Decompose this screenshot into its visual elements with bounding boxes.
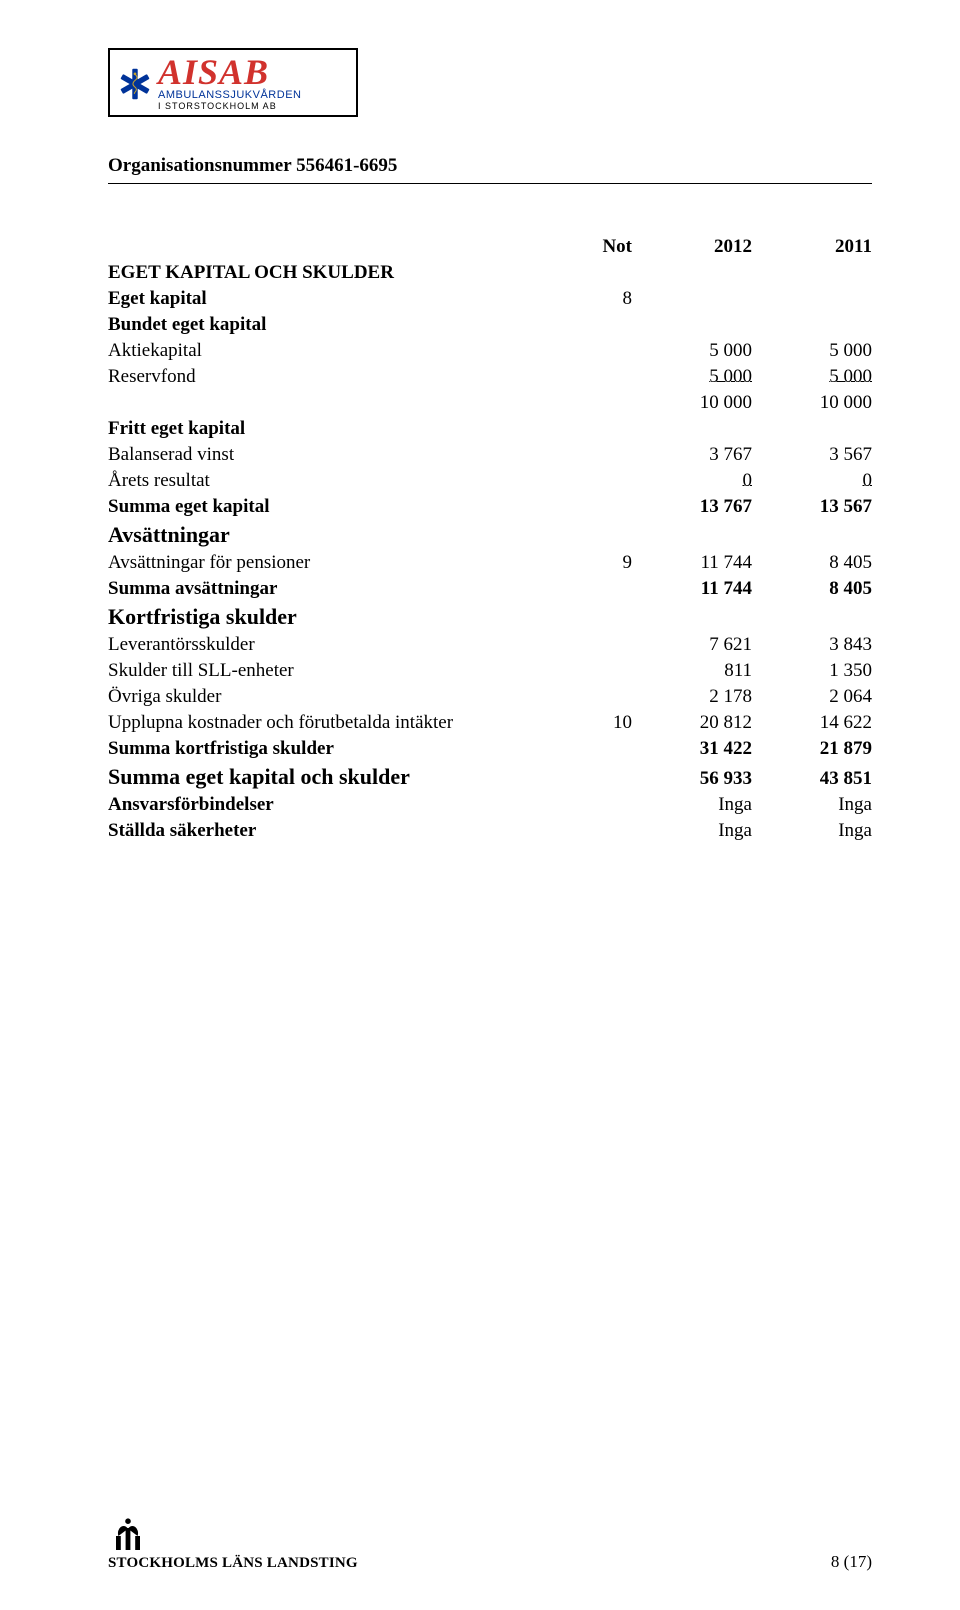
row-label: Övriga skulder [108,684,562,710]
row-y1: 13 767 [632,494,752,520]
table-row: Ansvarsförbindelser Inga Inga [108,792,872,818]
sll-logo-icon [108,1514,148,1554]
table-row: Aktiekapital 5 000 5 000 [108,338,872,364]
row-y2: Inga [752,818,872,844]
table-row: Summa avsättningar 11 744 8 405 [108,576,872,602]
row-label: Balanserad vinst [108,442,562,468]
row-y2: 21 879 [752,736,872,762]
table-row: 10 000 10 000 [108,390,872,416]
row-label: Fritt eget kapital [108,416,562,442]
table-row: Summa eget kapital 13 767 13 567 [108,494,872,520]
row-label: Eget kapital [108,286,562,312]
row-label: Avsättningar för pensioner [108,550,562,576]
table-row: Upplupna kostnader och förutbetalda intä… [108,710,872,736]
row-y1: 3 767 [632,442,752,468]
row-label: Ställda säkerheter [108,818,562,844]
row-y2: 5 000 [829,366,872,387]
table-row: Årets resultat 0 0 [108,468,872,494]
logo-main-text: AISAB [158,56,301,88]
table-row: Ställda säkerheter Inga Inga [108,818,872,844]
row-label: Aktiekapital [108,338,562,364]
table-row: Skulder till SLL-enheter 811 1 350 [108,658,872,684]
footer-text: STOCKHOLMS LÄNS LANDSTING [108,1555,358,1572]
header-rule [108,183,872,184]
table-row: Kortfristiga skulder [108,602,872,632]
row-y1: 20 812 [632,710,752,736]
row-y2: 5 000 [752,338,872,364]
row-y2: 14 622 [752,710,872,736]
row-y2: 10 000 [752,390,872,416]
row-y1: 2 178 [632,684,752,710]
logo-sub1-text: AMBULANSSJUKVÅRDEN [158,90,301,101]
row-label: Summa eget kapital och skulder [108,762,562,792]
row-y2: 43 851 [752,762,872,792]
table-row: Övriga skulder 2 178 2 064 [108,684,872,710]
row-label: Summa avsättningar [108,576,562,602]
col-year1-header: 2012 [632,234,752,260]
row-label: Ansvarsförbindelser [108,792,562,818]
row-y1: 0 [743,470,753,491]
row-label: Leverantörsskulder [108,632,562,658]
row-y2: Inga [752,792,872,818]
logo-block: AISAB AMBULANSSJUKVÅRDEN I STORSTOCKHOLM… [108,48,358,117]
row-y2: 0 [863,470,873,491]
row-y1: Inga [632,818,752,844]
financial-table: Not 2012 2011 EGET KAPITAL OCH SKULDER E… [108,234,872,844]
row-label: Reservfond [108,364,562,390]
table-row: Eget kapital 8 [108,286,872,312]
row-note: 8 [562,286,632,312]
row-y2: 8 405 [752,576,872,602]
row-y1: 10 000 [632,390,752,416]
row-label: Summa eget kapital [108,494,562,520]
row-y1: 11 744 [632,576,752,602]
row-label: Årets resultat [108,468,562,494]
section-title: EGET KAPITAL OCH SKULDER [108,260,562,286]
row-y2: 1 350 [752,658,872,684]
row-y1: Inga [632,792,752,818]
row-label: Upplupna kostnader och förutbetalda intä… [108,710,562,736]
row-y1: 31 422 [632,736,752,762]
section-title: Kortfristiga skulder [108,602,562,632]
table-row: Reservfond 5 000 5 000 [108,364,872,390]
table-row: Avsättningar [108,520,872,550]
col-note-header: Not [562,234,632,260]
row-y2: 2 064 [752,684,872,710]
page: AISAB AMBULANSSJUKVÅRDEN I STORSTOCKHOLM… [0,0,960,1610]
section-title: Avsättningar [108,520,562,550]
page-number: 8 (17) [831,1552,872,1572]
table-row: Leverantörsskulder 7 621 3 843 [108,632,872,658]
table-row: Summa eget kapital och skulder 56 933 43… [108,762,872,792]
row-y1: 5 000 [632,338,752,364]
row-y2: 3 567 [752,442,872,468]
row-label: Bundet eget kapital [108,312,562,338]
row-y1: 7 621 [632,632,752,658]
table-row: Summa kortfristiga skulder 31 422 21 879 [108,736,872,762]
row-label: Summa kortfristiga skulder [108,736,562,762]
row-label: Skulder till SLL-enheter [108,658,562,684]
star-of-life-icon [118,67,152,101]
logo-text: AISAB AMBULANSSJUKVÅRDEN I STORSTOCKHOLM… [158,56,301,111]
row-y2: 13 567 [752,494,872,520]
logo-sub2-text: I STORSTOCKHOLM AB [158,102,301,111]
row-y2: 8 405 [752,550,872,576]
table-header-row: Not 2012 2011 [108,234,872,260]
table-row: EGET KAPITAL OCH SKULDER [108,260,872,286]
table-row: Avsättningar för pensioner 9 11 744 8 40… [108,550,872,576]
org-number: Organisationsnummer 556461-6695 [108,155,872,177]
col-year2-header: 2011 [752,234,872,260]
row-y1: 11 744 [632,550,752,576]
row-y1: 56 933 [632,762,752,792]
table-row: Bundet eget kapital [108,312,872,338]
table-row: Fritt eget kapital [108,416,872,442]
row-y1: 811 [632,658,752,684]
row-note: 9 [562,550,632,576]
table-row: Balanserad vinst 3 767 3 567 [108,442,872,468]
row-y2: 3 843 [752,632,872,658]
row-y1: 5 000 [709,366,752,387]
row-note: 10 [562,710,632,736]
